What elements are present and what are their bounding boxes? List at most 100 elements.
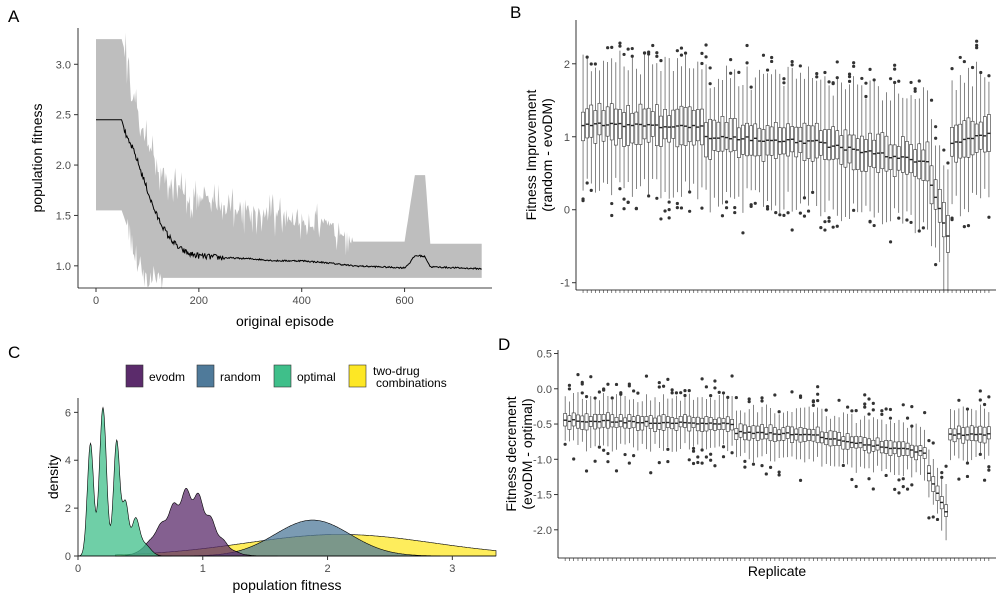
box-outlier <box>610 201 614 206</box>
c-y-axis-label: density <box>45 455 61 499</box>
y-tick-label: 0 <box>564 205 570 217</box>
c-y-tick-label: 2 <box>65 503 71 515</box>
box-outlier <box>917 229 921 233</box>
y-tick-label: 1 <box>564 132 570 144</box>
box-outlier <box>667 216 671 220</box>
box-body <box>580 415 585 430</box>
box-outlier <box>837 398 841 402</box>
box-outlier <box>563 442 567 446</box>
box-body <box>721 418 726 430</box>
box-outlier <box>649 471 653 475</box>
box-outlier <box>987 215 991 219</box>
box-body <box>696 109 700 142</box>
box-outlier <box>721 391 726 395</box>
box-outlier <box>589 188 593 192</box>
box-outlier <box>798 211 802 215</box>
box-body <box>827 129 831 161</box>
box-outlier <box>589 62 593 66</box>
box-body <box>630 112 635 144</box>
box-outlier <box>823 228 827 232</box>
box-outlier <box>700 206 704 210</box>
legend-swatch-evodm <box>125 364 144 388</box>
box-outlier <box>871 401 875 405</box>
b-y-axis-label-line2: (random - evoDM) <box>539 98 555 212</box>
box-outlier <box>720 214 725 218</box>
box-outlier <box>597 390 601 394</box>
box-outlier <box>661 384 666 388</box>
box-outlier <box>942 148 946 152</box>
box-outlier <box>934 136 938 140</box>
box-outlier <box>700 377 704 381</box>
box-outlier <box>634 206 638 211</box>
box-outlier <box>626 200 630 204</box>
box-outlier <box>667 208 671 212</box>
box-body <box>892 144 897 177</box>
box-outlier <box>846 405 850 409</box>
box-outlier <box>602 388 606 392</box>
box-outlier <box>958 55 962 60</box>
box-outlier <box>927 516 931 520</box>
box-outlier <box>962 59 966 64</box>
box-outlier <box>584 395 589 399</box>
box-outlier <box>978 389 982 393</box>
box-outlier <box>602 448 606 452</box>
box-outlier <box>687 389 691 393</box>
c-y-tick-label: 6 <box>65 407 71 419</box>
box-body <box>700 417 705 432</box>
box-outlier <box>965 407 970 411</box>
box-outlier <box>622 197 626 201</box>
box-body <box>958 123 963 159</box>
box-outlier <box>700 461 704 465</box>
box-body <box>626 105 630 146</box>
box-outlier <box>888 240 893 244</box>
box-outlier <box>622 52 626 57</box>
box-body <box>986 426 991 440</box>
box-outlier <box>708 66 712 70</box>
box-outlier <box>872 78 876 82</box>
box-outlier <box>987 395 991 399</box>
box-outlier <box>655 51 659 55</box>
box-outlier <box>584 469 589 473</box>
box-body <box>712 119 717 151</box>
panel-a-line-chart: 0 200 400 600 1.0 1.5 2.0 2.5 3.0 original episo… <box>29 28 492 329</box>
box-body <box>713 418 717 431</box>
box-outlier <box>806 209 811 213</box>
a-x-tick-label: 400 <box>293 295 311 307</box>
box-outlier <box>675 49 679 53</box>
box-outlier <box>823 70 827 75</box>
box-outlier <box>910 483 914 487</box>
a-y-tick-label: 2.0 <box>56 160 71 172</box>
box-outlier <box>917 79 921 83</box>
a-y-tick-label: 2.5 <box>56 110 71 122</box>
box-outlier <box>831 82 835 86</box>
c-axes: 0 1 2 3 0 2 4 6 <box>65 398 496 575</box>
box-outlier <box>854 484 858 489</box>
box-outlier <box>572 457 576 461</box>
box-outlier <box>696 460 700 465</box>
box-outlier <box>683 51 688 55</box>
box-outlier <box>747 400 751 404</box>
box-outlier <box>700 51 704 55</box>
box-outlier <box>734 395 738 400</box>
box-outlier <box>802 214 807 218</box>
box-body <box>864 139 868 172</box>
c-x-axis-label: population fitness <box>233 577 342 593</box>
box-body <box>831 126 835 160</box>
box-body <box>843 129 848 168</box>
a-y-tick-label: 1.5 <box>56 210 71 222</box>
box-body <box>798 126 803 153</box>
a-y-tick-label: 3.0 <box>56 59 71 71</box>
box-outlier <box>871 487 875 491</box>
box-outlier <box>931 515 935 519</box>
box-outlier <box>867 477 871 481</box>
box-outlier <box>647 52 651 56</box>
box-outlier <box>831 225 835 229</box>
box-body <box>802 122 807 161</box>
box-outlier <box>721 445 726 449</box>
box-outlier <box>934 125 938 129</box>
panel-b-box-plot: -1 0 1 2 Fitness Improvement (random - evoD… <box>523 20 996 293</box>
box-body <box>969 425 974 441</box>
legend-label-random: random <box>220 370 261 384</box>
box-outlier <box>700 61 704 66</box>
box-body <box>609 103 614 141</box>
